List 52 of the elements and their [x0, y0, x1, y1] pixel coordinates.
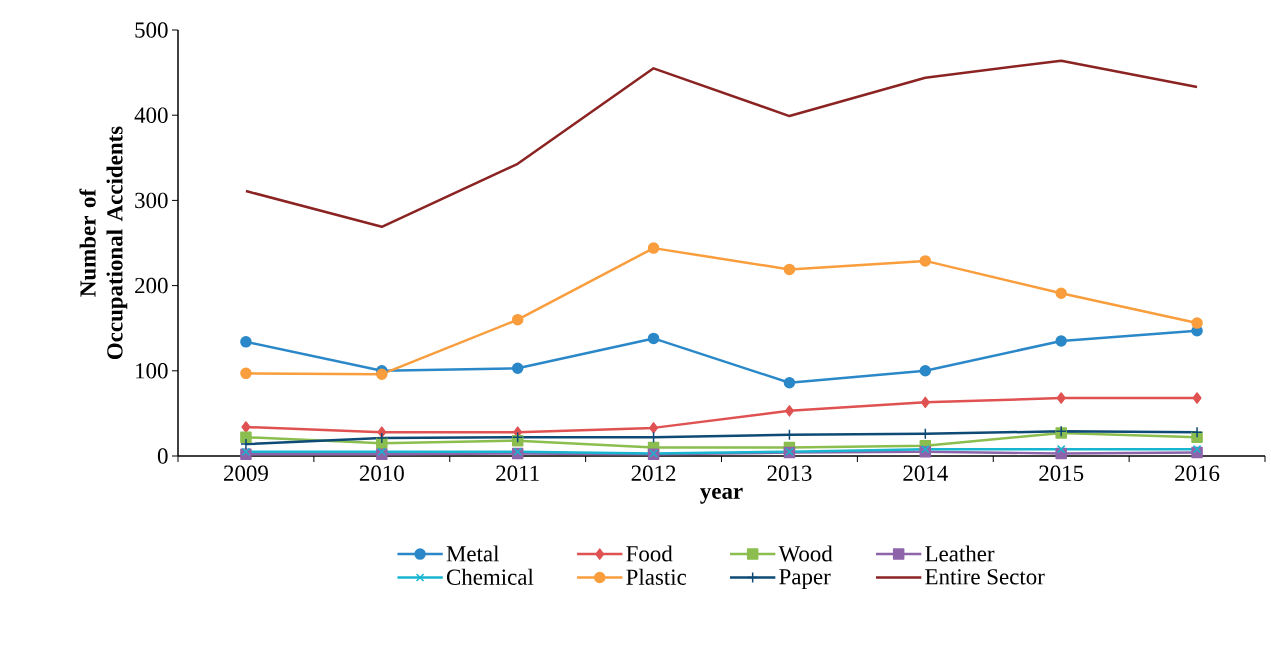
x-tick-label: 2016	[1175, 465, 1220, 481]
legend-label: Wood	[778, 545, 833, 562]
legend-label: Leather	[925, 545, 995, 562]
point	[919, 255, 932, 267]
y-tick-label: 500	[135, 22, 168, 38]
point	[240, 367, 252, 380]
point	[1055, 287, 1067, 300]
legend-label: Food	[626, 545, 673, 562]
line-series	[244, 59, 1199, 229]
x-tick-label: 2009	[224, 465, 268, 481]
point	[920, 396, 930, 409]
point	[1055, 335, 1067, 347]
point	[921, 444, 930, 454]
point	[511, 313, 524, 326]
point	[240, 431, 252, 444]
y-tick-label: 0	[157, 448, 168, 464]
point	[240, 336, 252, 348]
y-tick-label: 400	[134, 107, 168, 123]
legend-label: Metal	[446, 545, 500, 562]
x-tick-label: 2010	[359, 465, 404, 481]
legend-label: Paper	[779, 569, 831, 590]
point	[1191, 426, 1203, 438]
x-tick-label: 2015	[1039, 465, 1084, 481]
point	[647, 242, 660, 254]
point	[377, 447, 387, 457]
point	[1192, 392, 1202, 404]
x-tick-label: 2014	[903, 465, 948, 481]
point	[649, 422, 659, 434]
point	[1192, 444, 1202, 454]
point	[1191, 317, 1203, 329]
point	[376, 432, 388, 444]
x-axis-title: year	[700, 487, 743, 504]
legend-label: Chemical	[446, 568, 534, 585]
x-tick-label: 2012	[631, 465, 676, 481]
legend-label: Plastic	[626, 568, 687, 585]
point	[241, 447, 251, 457]
point	[241, 421, 251, 433]
y-tick-label: 200	[135, 277, 168, 294]
x-tick-label: 2013	[767, 465, 812, 481]
point	[784, 405, 794, 417]
point	[919, 365, 932, 377]
point	[783, 263, 796, 276]
point	[647, 332, 660, 345]
legend-label: Entire Sector	[925, 569, 1045, 585]
point	[1056, 444, 1066, 454]
y-axis-title: Number of Occupational Accidents	[79, 126, 128, 359]
point	[511, 362, 524, 374]
x-tick-label: 2011	[496, 465, 539, 481]
point	[1056, 392, 1066, 404]
point	[783, 376, 796, 389]
y-tick-label: 100	[136, 363, 168, 379]
y-tick-label: 300	[135, 192, 168, 209]
